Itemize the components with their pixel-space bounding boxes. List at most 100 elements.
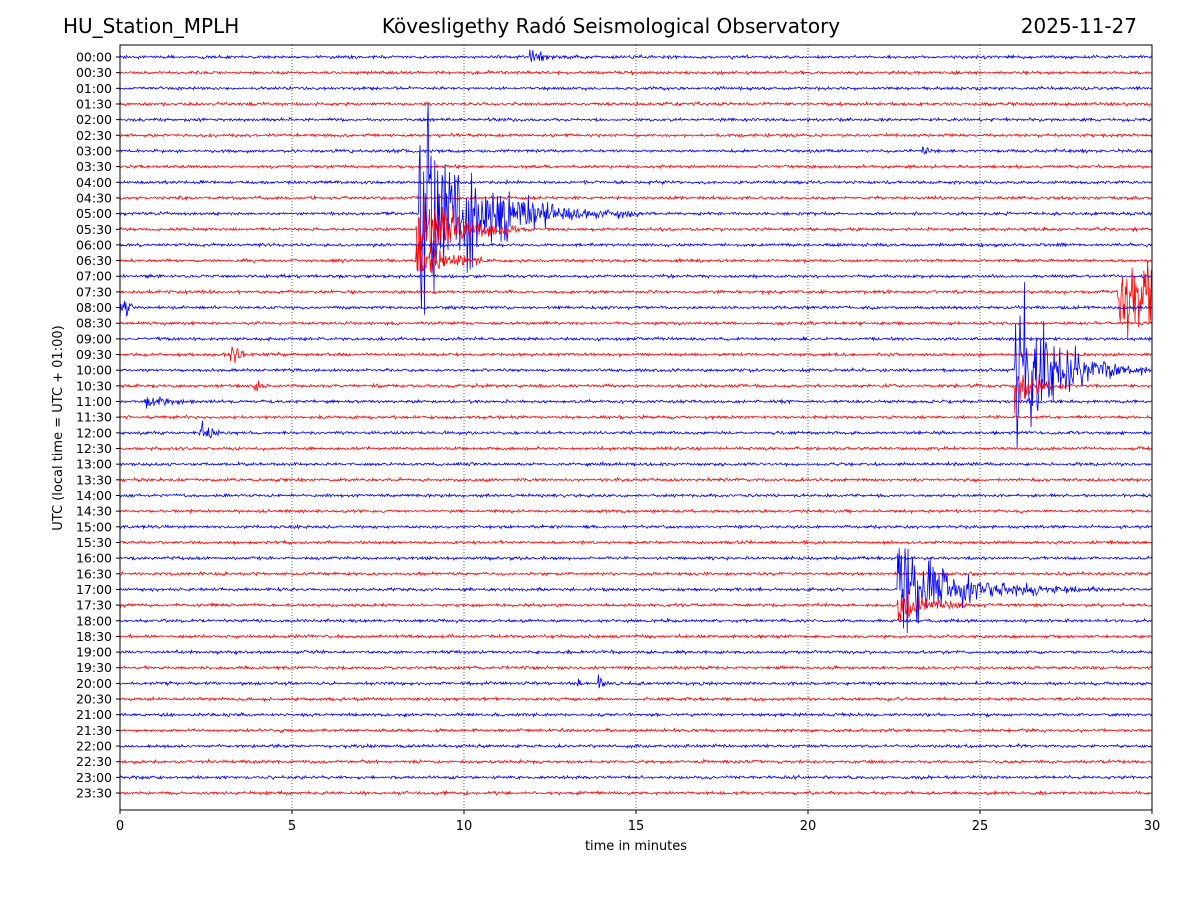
y-tick-label: 17:00 — [76, 582, 112, 597]
trace-1430 — [119, 508, 1153, 515]
y-tick-label: 15:00 — [76, 519, 112, 534]
trace-2330 — [119, 789, 1153, 797]
trace-1900 — [119, 648, 1153, 656]
x-tick-label: 0 — [116, 819, 124, 834]
trace-1800 — [119, 617, 1153, 624]
y-tick-label: 18:00 — [76, 613, 112, 628]
trace-0530 — [119, 197, 1153, 272]
trace-1330 — [119, 476, 1153, 484]
trace-1230 — [119, 445, 1153, 452]
y-tick-label: 12:30 — [76, 441, 112, 456]
trace-0230 — [119, 132, 1153, 139]
trace-0800 — [119, 300, 1153, 321]
y-tick-label: 01:00 — [76, 81, 112, 96]
y-tick-label: 13:00 — [76, 457, 112, 472]
trace-1130 — [119, 414, 1153, 421]
trace-1100 — [119, 396, 1153, 409]
trace-0730 — [119, 260, 1153, 338]
trace-0100 — [119, 85, 1153, 92]
trace-2100 — [119, 711, 1153, 719]
date-label: 2025-11-27 — [1020, 14, 1137, 38]
trace-1930 — [119, 664, 1153, 671]
station-label: HU_Station_MPLH — [63, 14, 240, 38]
y-axis-label: UTC (local time = UTC + 01:00) — [51, 325, 66, 530]
trace-0930 — [119, 346, 1153, 364]
y-tick-label: 07:30 — [76, 284, 112, 299]
grid-lines — [291, 45, 981, 810]
x-axis: 0 5 10 15 20 25 30 — [116, 810, 1160, 834]
y-tick-label: 03:00 — [76, 143, 112, 158]
y-tick-label: 14:00 — [76, 488, 112, 503]
y-tick-label: 21:30 — [76, 723, 112, 738]
x-axis-label: time in minutes — [585, 839, 687, 854]
trace-0600 — [119, 241, 1153, 249]
y-tick-label: 20:30 — [76, 692, 112, 707]
trace-1830 — [119, 633, 1153, 640]
y-tick-label: 13:30 — [76, 472, 112, 487]
y-tick-label: 01:30 — [76, 96, 112, 111]
trace-0900 — [119, 335, 1153, 343]
y-tick-label: 16:00 — [76, 551, 112, 566]
y-tick-label: 10:30 — [76, 378, 112, 393]
y-tick-label: 00:30 — [76, 65, 112, 80]
trace-0630 — [119, 241, 1153, 275]
y-tick-label: 20:00 — [76, 676, 112, 691]
trace-0300 — [119, 146, 1153, 155]
y-tick-label: 11:30 — [76, 410, 112, 425]
y-tick-label: 19:30 — [76, 660, 112, 675]
y-tick-label: 09:00 — [76, 331, 112, 346]
y-tick-label: 03:30 — [76, 159, 112, 174]
y-tick-label: 02:00 — [76, 112, 112, 127]
y-tick-label: 02:30 — [76, 128, 112, 143]
trace-2200 — [119, 743, 1153, 750]
y-tick-label: 22:30 — [76, 754, 112, 769]
trace-0500 — [119, 103, 1153, 315]
trace-0130 — [119, 100, 1153, 108]
y-tick-label: 07:00 — [76, 269, 112, 284]
trace-1200 — [119, 420, 1153, 439]
x-tick-label: 5 — [288, 819, 296, 834]
trace-0430 — [119, 194, 1153, 201]
y-tick-label: 22:00 — [76, 739, 112, 754]
y-tick-label: 23:30 — [76, 786, 112, 801]
observatory-title: Kövesligethy Radó Seismological Observat… — [381, 14, 841, 38]
trace-0830 — [119, 320, 1153, 327]
trace-1700 — [119, 548, 1153, 634]
y-tick-label: 05:00 — [76, 206, 112, 221]
trace-1500 — [119, 523, 1153, 530]
trace-2130 — [119, 727, 1153, 734]
trace-0330 — [119, 163, 1153, 170]
trace-0200 — [119, 116, 1153, 123]
trace-1630 — [119, 570, 1153, 577]
y-tick-label: 15:30 — [76, 535, 112, 550]
y-tick-label: 08:00 — [76, 300, 112, 315]
y-tick-label: 12:00 — [76, 425, 112, 440]
y-tick-label: 06:30 — [76, 253, 112, 268]
y-tick-label: 00:00 — [76, 50, 112, 65]
y-tick-label: 09:30 — [76, 347, 112, 362]
x-tick-label: 20 — [800, 819, 817, 834]
trace-2300 — [119, 774, 1153, 781]
y-tick-label: 21:00 — [76, 707, 112, 722]
trace-1300 — [119, 460, 1153, 468]
y-tick-label: 14:30 — [76, 504, 112, 519]
trace-1030 — [119, 374, 1153, 415]
trace-2230 — [119, 758, 1153, 765]
y-tick-label: 04:00 — [76, 175, 112, 190]
y-tick-label: 04:30 — [76, 190, 112, 205]
trace-1600 — [119, 554, 1153, 562]
y-axis: 00:0000:3001:0001:3002:0002:3003:0003:30… — [76, 50, 120, 801]
trace-2000 — [119, 674, 1153, 689]
trace-1000 — [119, 282, 1153, 448]
y-tick-label: 17:30 — [76, 598, 112, 613]
trace-1730 — [119, 589, 1153, 622]
y-tick-label: 18:30 — [76, 629, 112, 644]
trace-0400 — [119, 178, 1153, 186]
trace-group — [119, 49, 1153, 797]
y-tick-label: 23:00 — [76, 770, 112, 785]
trace-0700 — [119, 273, 1153, 280]
trace-0000 — [119, 49, 1153, 63]
trace-1530 — [119, 539, 1153, 546]
y-tick-label: 08:30 — [76, 316, 112, 331]
